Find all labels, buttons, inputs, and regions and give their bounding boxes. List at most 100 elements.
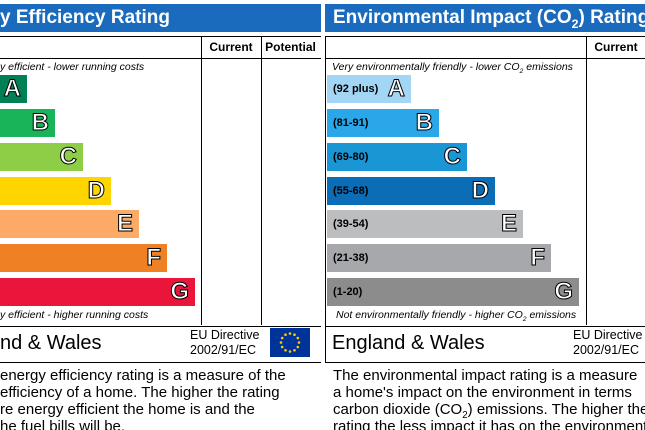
band-letter: C: [443, 143, 461, 171]
band-letter: F: [530, 244, 546, 272]
text-part: carbon dioxide (CO: [333, 401, 463, 418]
text-part: a home's impact on the environment in te…: [333, 384, 632, 401]
star: [280, 345, 284, 349]
column-header: Current: [209, 40, 253, 54]
band: (39-54) E: [327, 210, 523, 238]
region: nd & Wales: [0, 332, 102, 354]
rule: [586, 36, 587, 325]
title: Environmental Impact (CO: [333, 7, 572, 28]
rule: [0, 58, 321, 59]
footer: [325, 325, 645, 363]
description-line: rating the less impact it has on the env…: [333, 418, 645, 430]
energy-panel: y Efficiency Rating Current Potential y …: [0, 0, 321, 430]
text-part: rating the less impact it has on the env…: [333, 418, 645, 430]
text-part: 2: [522, 316, 527, 324]
text-part: 2: [519, 68, 524, 76]
star: [288, 332, 292, 335]
column-header: Potential: [265, 40, 316, 54]
band-range: (39-54): [333, 218, 369, 230]
column-header: Current: [594, 40, 638, 54]
description-line: re energy efficient the home is and the: [0, 401, 255, 418]
band: (21-38) F: [327, 244, 551, 272]
band-letter: B: [31, 109, 49, 137]
title: y Efficiency Rating: [0, 7, 170, 28]
text-part: emissions: [526, 309, 577, 321]
band: A: [0, 75, 27, 103]
band: C: [0, 143, 83, 171]
star: [296, 345, 300, 349]
band: F: [0, 244, 167, 272]
band-letter: B: [415, 109, 433, 137]
band-range: (55-68): [333, 185, 369, 197]
band-letter: F: [146, 244, 162, 272]
note: Very environmentally friendly - lower CO…: [332, 61, 573, 75]
directive-line: EU Directive: [573, 328, 643, 342]
note: y efficient - higher running costs: [0, 309, 149, 321]
band-letter: A: [3, 75, 21, 103]
directive-line: 2002/91/EC: [190, 343, 257, 357]
band-letter: D: [471, 177, 489, 205]
band-range: (92 plus): [333, 83, 379, 95]
text-part: ) emissions. The higher the: [467, 401, 645, 418]
directive-line: EU Directive: [190, 328, 260, 342]
band-letter: A: [387, 75, 405, 103]
table: [0, 36, 321, 327]
band: (92 plus) A: [327, 75, 411, 103]
note: y efficient - lower running costs: [0, 61, 145, 73]
band-letter: E: [116, 210, 133, 238]
star: [284, 333, 287, 337]
description-line: The environmental impact rating is a mea…: [333, 367, 637, 384]
band: (69-80) C: [327, 143, 467, 171]
description-line: carbon dioxide (CO2) emissions. The high…: [333, 401, 645, 424]
eu-flag: [270, 328, 310, 357]
rule: [261, 36, 262, 325]
environment-panel: Environmental Impact (CO2) Rating Curren…: [325, 0, 645, 430]
directive: EU Directive 2002/91/EC: [190, 328, 259, 358]
text-part: emissions: [523, 61, 573, 73]
band-letter: E: [500, 210, 517, 238]
band: (55-68) D: [327, 177, 495, 205]
directive-line: 2002/91/EC: [573, 343, 640, 357]
description-line: energy efficiency rating is a measure of…: [0, 367, 286, 384]
description-line: he fuel bills will be.: [0, 418, 126, 430]
text-part: Not environmentally friendly - higher CO: [336, 309, 523, 321]
header: y Efficiency Rating: [0, 4, 321, 32]
band-letter: G: [170, 278, 190, 306]
star: [288, 350, 292, 353]
header: Environmental Impact (CO2) Rating: [325, 4, 645, 32]
text-part: Very environmentally friendly - lower CO: [332, 61, 520, 73]
rule: [201, 36, 202, 325]
text-part: 2: [462, 410, 468, 421]
rule: [325, 58, 645, 59]
star: [279, 341, 283, 344]
band-range: (21-38): [333, 252, 369, 264]
star: [284, 348, 287, 352]
band: (81-91) B: [327, 109, 439, 137]
band-letter: D: [87, 177, 105, 205]
band: (1-20) G: [327, 278, 579, 306]
title-sub: 2: [571, 16, 579, 31]
table: [325, 36, 645, 327]
band: E: [0, 210, 139, 238]
band: D: [0, 177, 111, 205]
text-part: The environmental impact rating is a mea…: [333, 367, 638, 384]
band-letter: G: [554, 278, 574, 306]
band-range: (69-80): [333, 151, 369, 163]
title: ) Rating: [578, 7, 645, 28]
band-letter: C: [59, 143, 77, 171]
band: G: [0, 278, 195, 306]
note: Not environmentally friendly - higher CO…: [336, 309, 576, 323]
star: [293, 333, 296, 337]
footer: [0, 325, 321, 363]
description-line: efficiency of a home. The higher the rat…: [0, 384, 280, 401]
description-line: a home's impact on the environment in te…: [333, 384, 632, 401]
region: England & Wales: [332, 332, 485, 354]
star: [296, 336, 300, 340]
star: [280, 336, 284, 340]
star: [293, 348, 296, 352]
band: B: [0, 109, 55, 137]
star: [297, 341, 301, 344]
band-range: (1-20): [333, 286, 363, 298]
directive: EU Directive 2002/91/EC: [573, 328, 642, 358]
